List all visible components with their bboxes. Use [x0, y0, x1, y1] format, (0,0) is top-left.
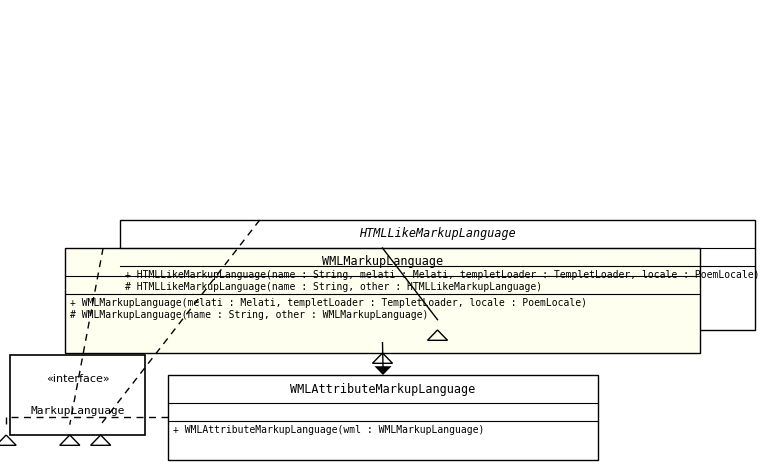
Text: WMLMarkupLanguage: WMLMarkupLanguage: [322, 256, 443, 268]
Polygon shape: [374, 366, 391, 375]
Bar: [65, 248, 700, 353]
Text: WMLAttributeMarkupLanguage: WMLAttributeMarkupLanguage: [290, 383, 476, 395]
Text: HTMLLikeMarkupLanguage: HTMLLikeMarkupLanguage: [359, 227, 516, 241]
Text: MarkupLanguage: MarkupLanguage: [30, 406, 125, 416]
Text: + WMLAttributeMarkupLanguage(wml : WMLMarkupLanguage): + WMLAttributeMarkupLanguage(wml : WMLMa…: [173, 425, 484, 435]
Text: + WMLMarkupLanguage(melati : Melati, templetLoader : TempletLoader, locale : Poe: + WMLMarkupLanguage(melati : Melati, tem…: [70, 298, 587, 319]
Text: + HTMLLikeMarkupLanguage(name : String, melati : Melati, templetLoader : Templet: + HTMLLikeMarkupLanguage(name : String, …: [125, 270, 760, 292]
Text: «interface»: «interface»: [46, 374, 110, 384]
Bar: [120, 220, 755, 330]
Bar: [168, 375, 598, 460]
Bar: [10, 355, 145, 435]
